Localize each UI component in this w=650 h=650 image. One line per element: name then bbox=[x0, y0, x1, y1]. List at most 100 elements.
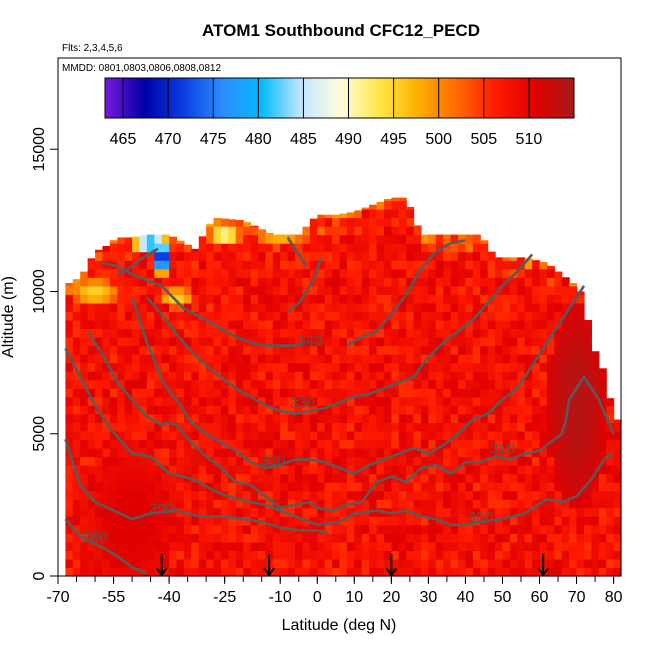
heatmap-cell bbox=[235, 533, 244, 543]
heatmap-cell bbox=[295, 482, 304, 492]
heatmap-cell bbox=[206, 243, 215, 253]
heatmap-cell bbox=[132, 558, 141, 569]
heatmap-cell bbox=[235, 362, 244, 372]
colorbar-swatch bbox=[298, 78, 302, 118]
heatmap-cell bbox=[406, 311, 415, 321]
heatmap-cell bbox=[72, 567, 81, 577]
colorbar-swatch bbox=[368, 78, 373, 118]
colorbar-swatch bbox=[190, 78, 194, 118]
heatmap-cell bbox=[206, 413, 215, 423]
heatmap-cell bbox=[458, 567, 467, 577]
heatmap-cell bbox=[243, 482, 252, 492]
heatmap-cell bbox=[606, 465, 615, 475]
heatmap-cell bbox=[198, 379, 207, 389]
heatmap-cell bbox=[480, 240, 489, 244]
heatmap-cell bbox=[591, 439, 600, 449]
colorbar-swatch bbox=[488, 78, 493, 118]
heatmap-cell bbox=[346, 379, 355, 389]
heatmap-cell bbox=[317, 285, 326, 295]
heatmap-cell bbox=[354, 362, 363, 372]
heatmap-cell bbox=[183, 251, 192, 261]
heatmap-cell bbox=[80, 567, 89, 577]
heatmap-cell bbox=[435, 430, 444, 441]
heatmap-cell bbox=[391, 197, 400, 202]
heatmap-cell bbox=[109, 405, 118, 415]
heatmap-cell bbox=[139, 354, 148, 364]
heatmap-cell bbox=[391, 328, 400, 338]
heatmap-cell bbox=[435, 362, 444, 372]
heatmap-cell bbox=[169, 533, 178, 543]
heatmap-cell bbox=[346, 362, 355, 372]
heatmap-cell bbox=[317, 465, 326, 475]
heatmap-cell bbox=[198, 337, 207, 347]
heatmap-cell bbox=[465, 319, 474, 330]
heatmap-cell bbox=[487, 541, 496, 551]
heatmap-cell bbox=[309, 345, 318, 355]
heatmap-cell bbox=[272, 465, 281, 475]
heatmap-cell bbox=[272, 490, 281, 500]
heatmap-cell bbox=[332, 567, 341, 577]
heatmap-cell bbox=[154, 456, 163, 466]
heatmap-cell bbox=[554, 490, 563, 500]
heatmap-cell bbox=[235, 541, 244, 551]
heatmap-cell bbox=[398, 499, 407, 509]
heatmap-cell bbox=[139, 260, 148, 270]
heatmap-cell bbox=[465, 558, 474, 569]
heatmap-cell bbox=[295, 516, 304, 526]
heatmap-cell bbox=[258, 229, 267, 236]
heatmap-cell bbox=[161, 456, 170, 466]
heatmap-cell bbox=[346, 413, 355, 423]
colorbar-swatch bbox=[222, 78, 226, 118]
heatmap-cell bbox=[376, 226, 385, 236]
heatmap-cell bbox=[517, 507, 526, 517]
heatmap-cell bbox=[480, 396, 489, 406]
heatmap-cell bbox=[346, 465, 355, 475]
heatmap-cell bbox=[124, 413, 133, 423]
heatmap-cell bbox=[102, 354, 111, 364]
heatmap-cell bbox=[302, 362, 311, 372]
heatmap-cell bbox=[546, 558, 555, 569]
heatmap-cell bbox=[346, 482, 355, 492]
heatmap-cell bbox=[265, 251, 274, 261]
heatmap-cell bbox=[206, 541, 215, 551]
heatmap-cell bbox=[117, 277, 126, 287]
heatmap-cell bbox=[539, 456, 548, 466]
heatmap-cell bbox=[361, 473, 370, 483]
heatmap-cell bbox=[487, 302, 496, 313]
colorbar-swatch bbox=[383, 78, 387, 118]
heatmap-cell bbox=[213, 268, 222, 278]
heatmap-cell bbox=[287, 388, 296, 398]
heatmap-cell bbox=[391, 413, 400, 423]
heatmap-cell bbox=[502, 413, 511, 423]
heatmap-cell bbox=[472, 439, 481, 449]
heatmap-cell bbox=[398, 302, 407, 313]
heatmap-cell bbox=[458, 439, 467, 449]
x-tick-label: 0 bbox=[313, 589, 322, 606]
heatmap-cell bbox=[95, 550, 104, 560]
heatmap-cell bbox=[472, 550, 481, 560]
heatmap-cell bbox=[124, 490, 133, 500]
heatmap-cell bbox=[243, 541, 252, 551]
heatmap-cell bbox=[102, 405, 111, 415]
heatmap-cell bbox=[435, 234, 444, 244]
heatmap-cell bbox=[450, 550, 459, 560]
heatmap-cell bbox=[176, 490, 185, 500]
heatmap-cell bbox=[546, 533, 555, 543]
heatmap-cell bbox=[361, 396, 370, 406]
heatmap-cell bbox=[280, 567, 289, 577]
heatmap-cell bbox=[354, 354, 363, 364]
heatmap-cell bbox=[495, 362, 504, 372]
heatmap-cell bbox=[569, 362, 578, 372]
heatmap-cell bbox=[576, 499, 585, 509]
heatmap-cell bbox=[235, 499, 244, 509]
heatmap-cell bbox=[561, 465, 570, 475]
heatmap-cell bbox=[398, 200, 407, 210]
heatmap-cell bbox=[117, 422, 126, 432]
heatmap-cell bbox=[243, 243, 252, 253]
colorbar-swatch bbox=[187, 78, 191, 118]
heatmap-cell bbox=[132, 422, 141, 432]
x-tick-label: -40 bbox=[158, 589, 181, 606]
heatmap-cell bbox=[80, 422, 89, 432]
heatmap-cell bbox=[576, 345, 585, 355]
heatmap-cell bbox=[324, 277, 333, 287]
